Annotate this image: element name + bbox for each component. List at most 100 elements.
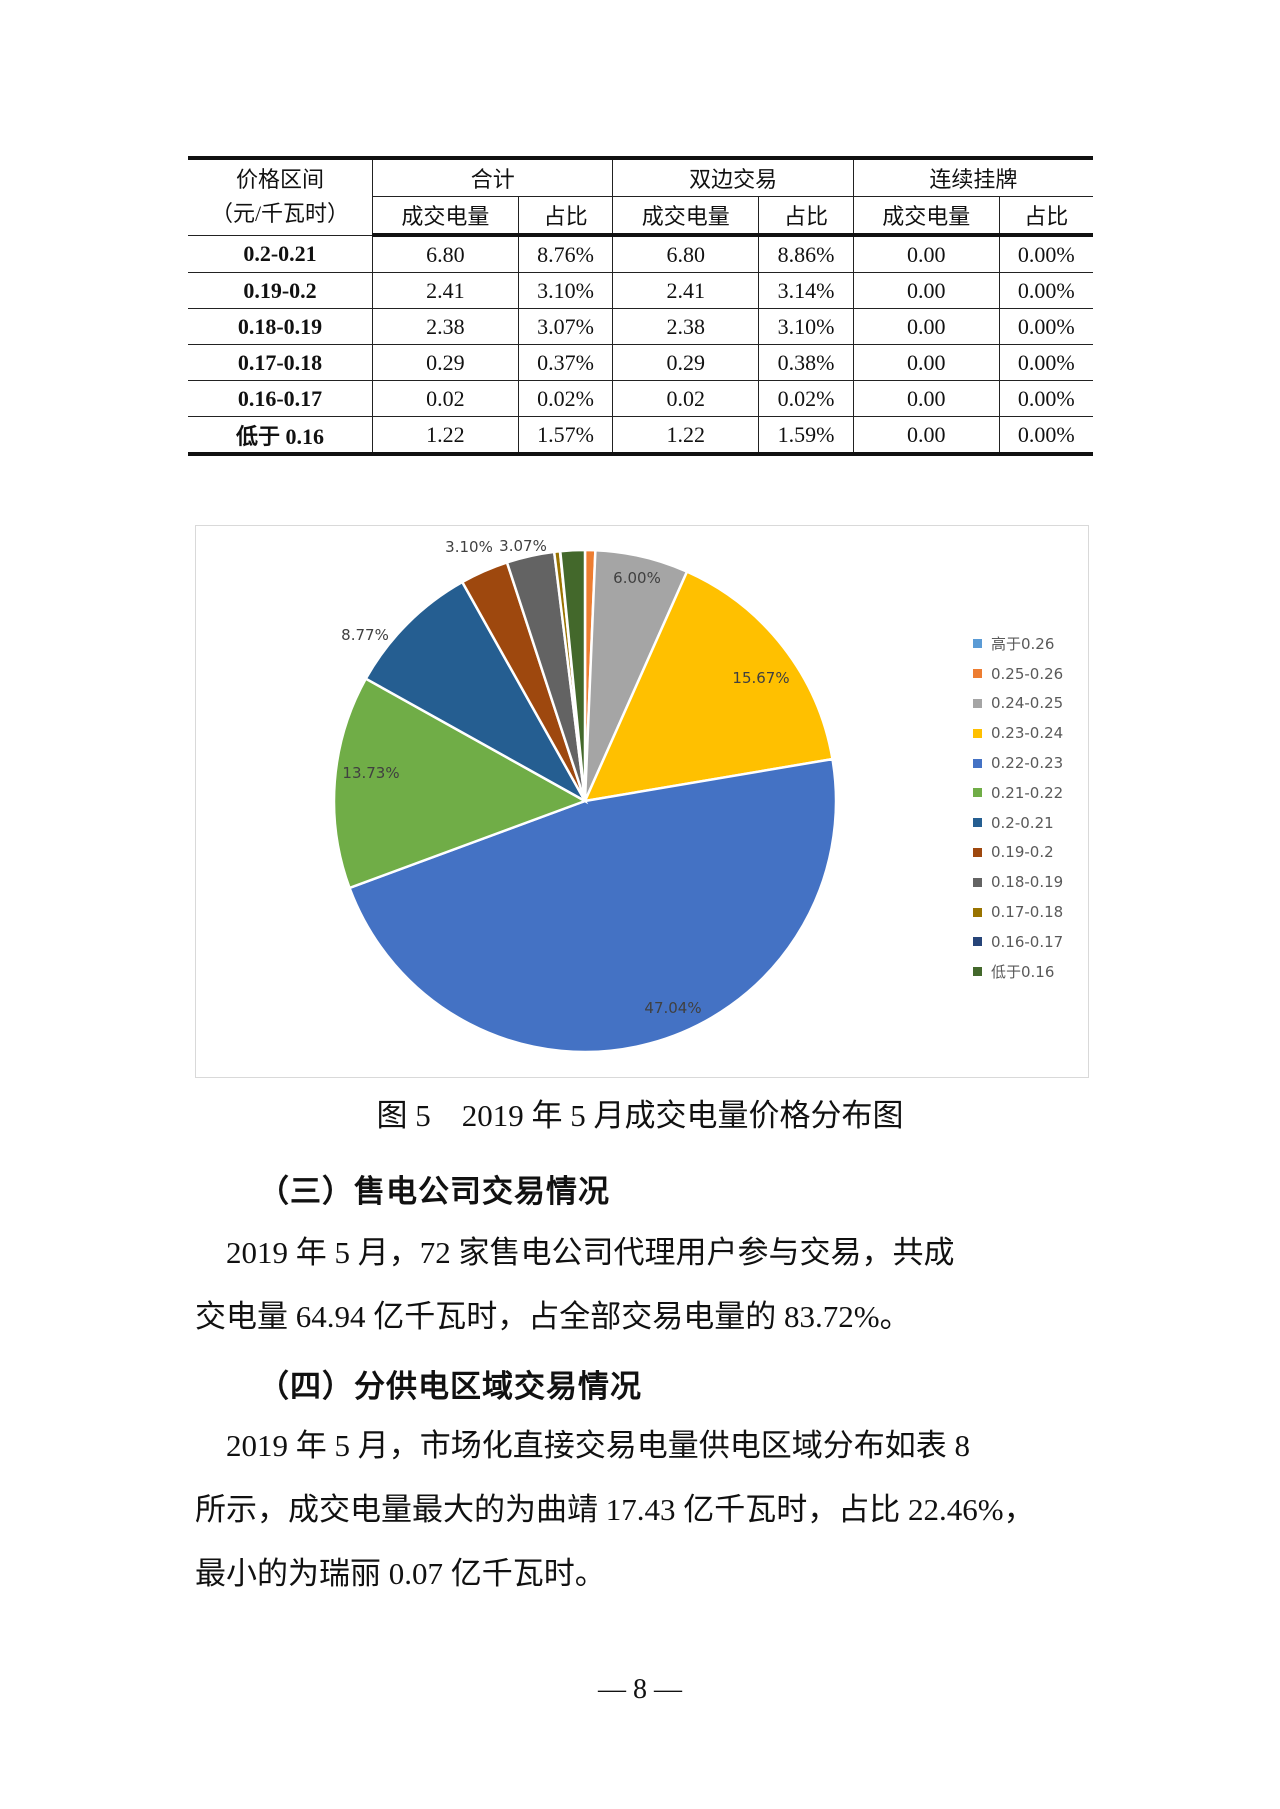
header-group-bilateral: 双边交易 <box>612 157 854 197</box>
legend-label: 低于0.16 <box>991 963 1055 982</box>
pie-chart <box>332 548 838 1054</box>
legend-item: 0.2-0.21 <box>973 808 1063 838</box>
legend-label: 0.25-0.26 <box>991 664 1064 683</box>
slice-data-label: 15.67% <box>732 669 790 687</box>
table-cell: 0.37% <box>517 344 614 381</box>
table-cell: 3.10% <box>758 308 854 345</box>
table-cell: 0.29 <box>372 344 519 381</box>
header-price-range: 价格区间 （元/千瓦时） <box>188 157 373 236</box>
legend-label: 0.22-0.23 <box>991 754 1064 773</box>
legend-item: 低于0.16 <box>973 957 1063 987</box>
header-volume: 成交电量 <box>852 196 1000 237</box>
paragraph-line: 所示，成交电量最大的为曲靖 17.43 亿千瓦时，占比 22.46%， <box>195 1492 1035 1527</box>
legend-swatch-icon <box>973 728 982 738</box>
pie-slice <box>558 548 587 802</box>
legend-swatch-icon <box>973 758 982 768</box>
table-cell: 0.00 <box>852 416 1000 455</box>
legend-item: 0.17-0.18 <box>973 897 1063 927</box>
table-cell: 0.00% <box>998 344 1093 381</box>
table-cell: 1.22 <box>372 416 519 455</box>
pie-slice <box>332 676 588 890</box>
pie-slice <box>582 570 834 803</box>
header-group-listing: 连续挂牌 <box>852 157 1093 197</box>
paragraph-line: 最小的为瑞丽 0.07 亿千瓦时。 <box>195 1556 606 1591</box>
price-range-cell: 0.18-0.19 <box>188 308 373 345</box>
table-cell: 0.38% <box>758 344 854 381</box>
pie-slice <box>364 580 589 805</box>
legend-label: 0.24-0.25 <box>991 694 1064 713</box>
legend-item: 0.23-0.24 <box>973 718 1063 748</box>
table-cell: 0.00 <box>852 344 1000 381</box>
table-cell: 0.00 <box>852 308 1000 345</box>
paragraph-line: 交电量 64.94 亿千瓦时，占全部交易电量的 83.72%。 <box>195 1299 911 1334</box>
price-range-cell: 0.17-0.18 <box>188 344 373 381</box>
legend-item: 0.21-0.22 <box>973 778 1063 808</box>
header-price-range-line2: （元/千瓦时） <box>210 201 350 227</box>
paragraph-supply-regions: 2019 年 5 月，市场化直接交易电量供电区域分布如表 8 所示，成交电量最大… <box>195 1414 1090 1606</box>
table-cell: 2.41 <box>372 272 519 309</box>
table-cell: 0.00% <box>998 380 1093 417</box>
table-cell: 3.14% <box>758 272 854 309</box>
section-heading-supply-regions: （四）分供电区域交易情况 <box>258 1369 642 1405</box>
table-cell: 1.57% <box>517 416 614 455</box>
slice-data-label: 13.73% <box>342 764 400 782</box>
legend-label: 0.17-0.18 <box>991 903 1064 922</box>
legend-swatch-icon <box>973 788 982 798</box>
figure-caption: 图 5 2019 年 5 月成交电量价格分布图 <box>376 1098 904 1133</box>
price-range-cell: 0.2-0.21 <box>188 234 373 273</box>
table-row: 低于 0.16 1.22 1.57% 1.22 1.59% 0.00 0.00% <box>188 416 1093 455</box>
table-cell: 8.86% <box>758 234 854 273</box>
legend-swatch-icon <box>973 937 982 947</box>
legend-item: 高于0.26 <box>973 629 1063 659</box>
legend-swatch-icon <box>973 967 982 977</box>
table-cell: 6.80 <box>612 234 760 273</box>
pie-chart-frame: 6.00% 15.67% 47.04% 13.73% 8.77% 3.10% 3.07% 高… <box>195 525 1089 1078</box>
table-cell: 0.00% <box>998 234 1093 273</box>
header-price-range-line1: 价格区间 <box>235 167 324 193</box>
table-cell: 2.41 <box>612 272 760 309</box>
table-cell: 3.10% <box>517 272 614 309</box>
slice-data-label: 8.77% <box>341 626 389 644</box>
table-cell: 3.07% <box>517 308 614 345</box>
legend-label: 0.23-0.24 <box>991 724 1064 743</box>
table-row: 0.17-0.18 0.29 0.37% 0.29 0.38% 0.00 0.0… <box>188 344 1093 381</box>
header-share: 占比 <box>998 196 1093 237</box>
table-cell: 0.02% <box>517 380 614 417</box>
table-cell: 0.02 <box>372 380 519 417</box>
table-cell: 2.38 <box>372 308 519 345</box>
legend-item: 0.16-0.17 <box>973 927 1063 957</box>
price-range-cell: 低于 0.16 <box>188 416 373 455</box>
legend-item: 0.22-0.23 <box>973 748 1063 778</box>
slice-data-label: 3.07% <box>499 537 547 555</box>
table-cell: 0.00% <box>998 272 1093 309</box>
header-volume: 成交电量 <box>372 196 519 237</box>
table-cell: 0.00 <box>852 272 1000 309</box>
legend-swatch-icon <box>973 907 982 917</box>
table-cell: 0.29 <box>612 344 760 381</box>
legend-item: 0.18-0.19 <box>973 867 1063 897</box>
table-cell: 0.02% <box>758 380 854 417</box>
table-cell: 6.80 <box>372 234 519 273</box>
pie-slice <box>347 757 838 1054</box>
legend-label: 0.19-0.2 <box>991 843 1054 862</box>
price-range-table: 价格区间 （元/千瓦时） 合计 双边交易 连续挂牌 成交电量 占比 成交电量 占… <box>188 156 1093 456</box>
table-cell: 0.00 <box>852 234 1000 273</box>
table-row: 0.16-0.17 0.02 0.02% 0.02 0.02% 0.00 0.0… <box>188 380 1093 417</box>
chart-legend: 高于0.26 0.25-0.26 0.24-0.25 0.23-0.24 0.22-0.… <box>973 629 1063 987</box>
legend-label: 0.16-0.17 <box>991 932 1064 951</box>
table-row: 0.19-0.2 2.41 3.10% 2.41 3.14% 0.00 0.00… <box>188 272 1093 309</box>
legend-item: 0.24-0.25 <box>973 689 1063 719</box>
slice-data-label: 47.04% <box>644 999 702 1017</box>
table-cell: 2.38 <box>612 308 760 345</box>
table-cell: 0.00% <box>998 308 1093 345</box>
price-range-cell: 0.16-0.17 <box>188 380 373 417</box>
table-cell: 0.02 <box>612 380 760 417</box>
header-share: 占比 <box>758 196 854 237</box>
table-row: 0.2-0.21 6.80 8.76% 6.80 8.86% 0.00 0.00… <box>188 234 1093 273</box>
slice-data-label: 6.00% <box>613 569 661 587</box>
header-group-total: 合计 <box>371 157 614 197</box>
legend-label: 0.18-0.19 <box>991 873 1064 892</box>
paragraph-line: 2019 年 5 月，市场化直接交易电量供电区域分布如表 8 <box>195 1428 970 1463</box>
table-cell: 1.22 <box>612 416 760 455</box>
page-number: — 8 — <box>598 1674 682 1705</box>
